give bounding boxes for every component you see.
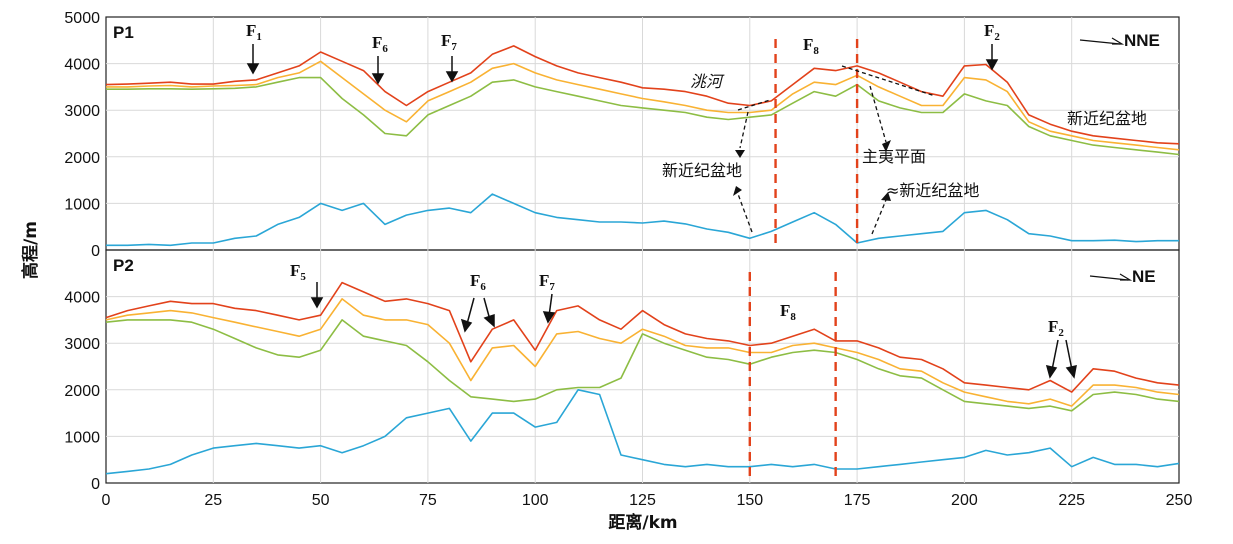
x-tick-label: 100: [522, 492, 549, 509]
series-line-p1-3: [106, 193, 1179, 247]
annotation-neogene-basin-2: 新近纪盆地: [1067, 109, 1147, 128]
series-line-p1-2: [106, 76, 1180, 156]
y-tick-label: 4000: [64, 57, 100, 74]
annotation-tao-river: 洮河: [690, 72, 725, 91]
svg-text:F2: F2: [1048, 317, 1064, 339]
series-line-p1-1: [106, 60, 1180, 151]
fault-label-f7-p2: F7: [539, 271, 555, 293]
y-tick-label: 3000: [64, 103, 100, 120]
y-tick-label: 1000: [64, 429, 100, 446]
panel-p2-title: P2: [113, 256, 134, 275]
x-tick-label: 125: [629, 492, 656, 509]
x-tick-label: 0: [102, 492, 111, 509]
svg-text:F6: F6: [372, 33, 388, 55]
svg-text:F5: F5: [290, 261, 306, 283]
y-tick-label: 4000: [64, 290, 100, 307]
svg-text:F2: F2: [984, 21, 1000, 43]
x-tick-label: 75: [419, 492, 437, 509]
svg-text:F6: F6: [470, 271, 486, 293]
fault-label-f2-p1: F2: [984, 21, 1000, 43]
fault-label-f1: F1: [246, 21, 262, 43]
svg-text:F7: F7: [539, 271, 555, 293]
series-line-p2-1: [105, 298, 1180, 407]
y-tick-label: 3000: [64, 336, 100, 353]
dashed-arrow-icons-p1: [737, 65, 936, 235]
svg-text:F8: F8: [803, 35, 819, 57]
fault-label-f7: F7: [441, 31, 457, 53]
fault-label-f6-p2: F6: [470, 271, 486, 293]
panel-p1-direction: NNE: [1124, 31, 1160, 50]
series-line-p2-0: [105, 281, 1180, 393]
y-tick-label: 2000: [64, 150, 100, 167]
x-axis-title: 距离/km: [608, 512, 677, 533]
x-tick-label: 250: [1166, 492, 1193, 509]
panel-p2-direction: NE: [1132, 267, 1156, 286]
fault-arrow-icons-p2: [310, 282, 1077, 379]
fault-label-f5: F5: [290, 261, 306, 283]
annotation-neogene-basin-1: 新近纪盆地: [662, 161, 742, 180]
fault-label-f8-p1: F8: [803, 35, 819, 57]
svg-text:F8: F8: [780, 301, 796, 323]
x-tick-label: 200: [951, 492, 978, 509]
y-tick-label: 0: [91, 476, 100, 493]
direction-arrow-icon: [1089, 273, 1133, 281]
series-line-p2-2: [105, 319, 1180, 412]
x-tick-label: 225: [1058, 492, 1085, 509]
y-tick-label: 5000: [64, 10, 100, 27]
x-tick-label: 25: [204, 492, 222, 509]
fault-arrow-icons-p1: [246, 44, 999, 85]
svg-text:F7: F7: [441, 31, 457, 53]
x-tick-label: 175: [844, 492, 871, 509]
fault-label-text: F1: [246, 21, 262, 43]
y-tick-label: 1000: [64, 196, 100, 213]
x-tick-label: 150: [736, 492, 763, 509]
series-line-p1-0: [105, 45, 1180, 145]
fault-label-f2-p2: F2: [1048, 317, 1064, 339]
series-line-p2-3: [105, 388, 1180, 475]
direction-arrow-icon: [1079, 37, 1125, 45]
fault-label-f8-p2: F8: [780, 301, 796, 323]
fault-subscript: 1: [256, 31, 262, 43]
y-tick-label: 0: [91, 243, 100, 260]
dashed-arrowhead-icons-p1: [733, 140, 891, 201]
panel-p1-title: P1: [113, 23, 134, 42]
annotation-main-planation-surface: 主夷平面: [862, 147, 926, 166]
fault-label-f6: F6: [372, 33, 388, 55]
y-tick-label: 2000: [64, 383, 100, 400]
x-tick-label: 50: [312, 492, 330, 509]
annotation-approx-neogene-basin: ≈新近纪盆地: [886, 181, 979, 200]
y-axis-title: 高程/m: [20, 221, 41, 279]
